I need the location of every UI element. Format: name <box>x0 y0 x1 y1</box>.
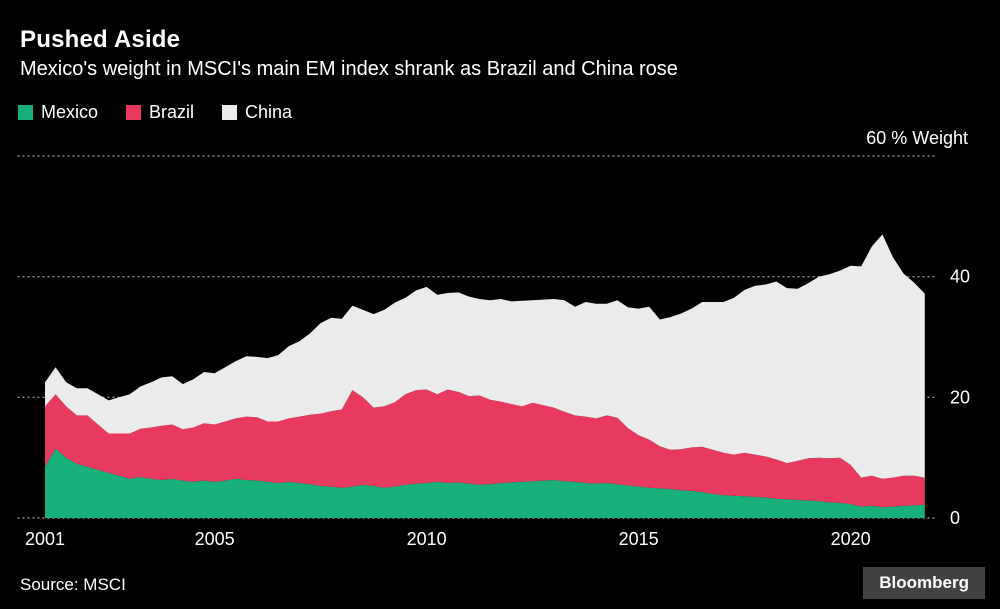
legend-item-china: China <box>222 102 292 123</box>
source-label: Source: MSCI <box>20 575 126 594</box>
svg-text:2010: 2010 <box>407 529 447 549</box>
legend-label-china: China <box>245 102 293 122</box>
legend-item-brazil: Brazil <box>126 102 194 123</box>
svg-text:2020: 2020 <box>831 529 871 549</box>
svg-text:60 % Weight: 60 % Weight <box>866 128 968 148</box>
svg-text:0: 0 <box>950 508 960 528</box>
svg-text:2001: 2001 <box>25 529 65 549</box>
svg-text:20: 20 <box>950 387 970 407</box>
stacked-area-chart: 0 20 40 60 % Weight 2001 2005 2010 2015 2020 <box>17 128 970 549</box>
legend-label-brazil: Brazil <box>149 102 195 122</box>
svg-text:2015: 2015 <box>619 529 659 549</box>
svg-text:40: 40 <box>950 267 970 287</box>
svg-text:2005: 2005 <box>195 529 235 549</box>
mexico-swatch-icon <box>18 105 33 120</box>
legend-item-mexico: Mexico <box>18 102 98 123</box>
china-swatch-icon <box>222 105 238 120</box>
legend-label-mexico: Mexico <box>41 102 99 122</box>
chart-title: Pushed Aside <box>20 26 181 53</box>
chart-legend: Mexico Brazil China <box>18 102 292 123</box>
chart-subtitle: Mexico's weight in MSCI's main EM index … <box>20 58 678 80</box>
brazil-swatch-icon <box>126 105 142 120</box>
bloomberg-logo: Bloomberg <box>863 567 985 599</box>
